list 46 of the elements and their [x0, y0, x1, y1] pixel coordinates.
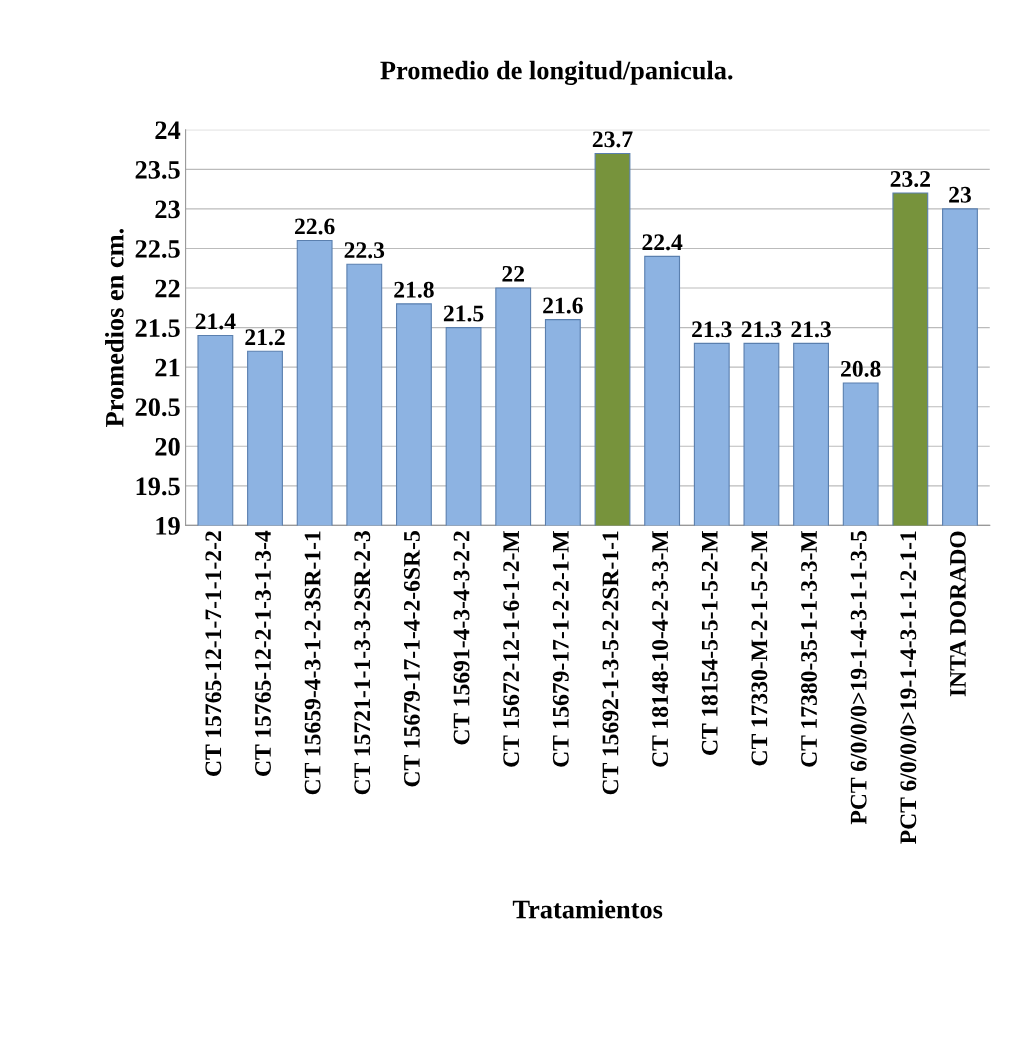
x-tick-label: CT 18154-5-5-1-5-2-M — [701, 530, 718, 755]
x-tick-label: CT 15659-4-3-1-2-3SR-1-1 — [304, 531, 321, 795]
x-tick-label: CT 15679-17-1-4-2-6SR-5 — [403, 531, 420, 787]
y-axis-title: Promedios en cm. — [105, 228, 124, 427]
x-tick-label: CT 17380-35-1-1-3-3-M — [801, 530, 817, 767]
x-tick-label: INTA DORADO — [950, 531, 966, 697]
y-tick-label: 19.5 — [136, 477, 180, 496]
x-axis-title: Tratamientos — [512, 899, 663, 919]
data-label: 22.6 — [294, 218, 335, 235]
x-tick-label: CT 15765-12-2-1-3-1-3-4 — [255, 530, 271, 776]
x-tick-label: CT 15691-4-3-4-3-2-2 — [453, 531, 470, 745]
x-tick-label: CT 15679-17-1-2-2-1-M — [552, 530, 569, 767]
data-label: 23 — [949, 186, 971, 203]
data-label: 23.2 — [890, 171, 930, 187]
data-label: 22.4 — [642, 234, 683, 251]
y-tick-label: 22.5 — [135, 240, 180, 258]
x-tick-label: CT 15672-12-1-6-1-2-M — [503, 530, 520, 767]
y-tick-label: 19 — [156, 517, 180, 535]
y-tick-label: 21 — [155, 358, 180, 377]
data-label: 21.8 — [394, 281, 434, 298]
y-tick-label: 23 — [155, 200, 180, 219]
y-tick-label: 20 — [155, 437, 180, 456]
x-tick-label: CT 17330-M-2-1-5-2-M — [751, 530, 768, 766]
y-tick-label: 23.5 — [135, 161, 180, 179]
data-label: 23.7 — [592, 131, 633, 148]
x-tick-label: CT 15721-1-1-3-3-2SR-2-3 — [354, 531, 371, 795]
data-label: 20.8 — [841, 360, 881, 377]
data-label: 22.3 — [344, 242, 385, 259]
x-tick-label: CT 15765-12-1-7-1-1-2-2 — [205, 531, 222, 776]
x-tick-label: PCT 6/0/0/0>19-1-4-3-1-1-2-1-1 — [900, 531, 917, 844]
x-tick-label: CT 15692-1-3-5-2-2SR-1-1 — [602, 531, 619, 795]
x-tick-label: PCT 6/0/0/0>19-1-4-3-1-1-3-5 — [850, 531, 867, 825]
y-tick-label: 22 — [155, 279, 180, 298]
data-label: 21.3 — [692, 321, 732, 338]
data-label: 21.4 — [195, 313, 236, 330]
data-label: 21.6 — [543, 297, 583, 314]
x-tick-label: CT 18148-10-4-2-3-3-M — [652, 530, 669, 767]
data-label: 21.2 — [245, 329, 285, 346]
data-label: 21.5 — [443, 305, 484, 322]
data-label: 22 — [502, 265, 524, 282]
data-label: 21.3 — [791, 321, 831, 338]
y-tick-label: 21.5 — [135, 319, 180, 338]
data-label: 21.3 — [741, 321, 782, 338]
chart-title: Promedio de longitud/panicula. — [380, 60, 733, 85]
y-tick-label: 20.5 — [135, 398, 180, 417]
y-tick-label: 24 — [155, 121, 181, 139]
